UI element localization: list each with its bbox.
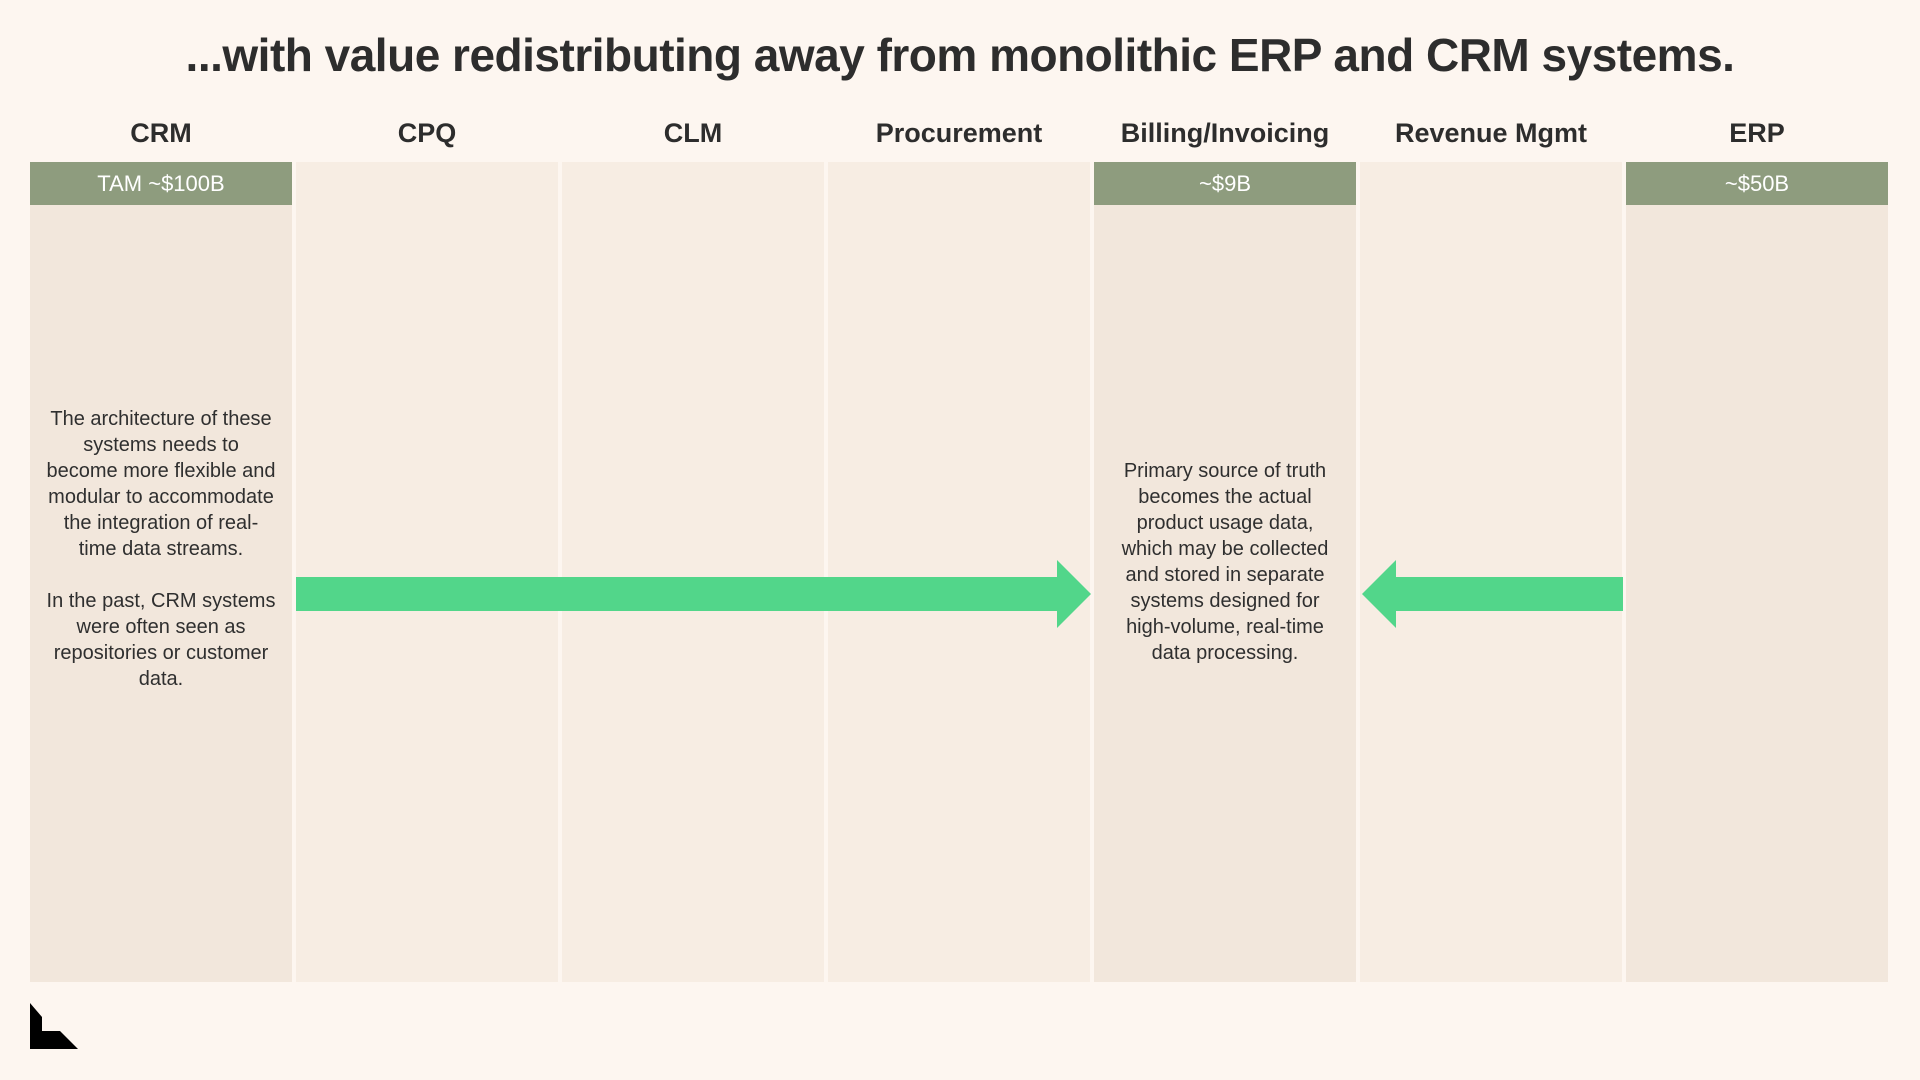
tam-badge-crm: TAM ~$100B bbox=[30, 162, 292, 205]
column-body-erp: ~$50B bbox=[1626, 162, 1888, 982]
brand-logo-icon bbox=[30, 1003, 78, 1049]
column-body-clm bbox=[562, 162, 824, 982]
slide-title: ...with value redistributing away from m… bbox=[185, 29, 1735, 81]
column-clm: CLM bbox=[562, 118, 824, 982]
column-body-billing: ~$9B Primary source of truth becomes the… bbox=[1094, 162, 1356, 982]
column-body-procurement bbox=[828, 162, 1090, 982]
columns-container: CRM TAM ~$100B The architecture of these… bbox=[30, 118, 1890, 982]
column-header-erp: ERP bbox=[1729, 118, 1785, 148]
column-revenue-mgmt: Revenue Mgmt bbox=[1360, 118, 1622, 982]
column-header-clm: CLM bbox=[663, 118, 723, 148]
column-billing: Billing/Invoicing ~$9B Primary source of… bbox=[1094, 118, 1356, 982]
column-header-cpq: CPQ bbox=[397, 118, 457, 148]
column-crm: CRM TAM ~$100B The architecture of these… bbox=[30, 118, 292, 982]
column-header-billing: Billing/Invoicing bbox=[1120, 118, 1330, 148]
column-procurement: Procurement bbox=[828, 118, 1090, 982]
column-header-revenue-mgmt: Revenue Mgmt bbox=[1394, 118, 1588, 148]
column-body-cpq bbox=[296, 162, 558, 982]
tam-badge-erp: ~$50B bbox=[1626, 162, 1888, 205]
tam-badge-billing: ~$9B bbox=[1094, 162, 1356, 205]
column-body-crm: TAM ~$100B The architecture of these sys… bbox=[30, 162, 292, 982]
column-body-revenue-mgmt bbox=[1360, 162, 1622, 982]
crm-note: The architecture of these systems needs … bbox=[46, 408, 276, 690]
column-cpq: CPQ bbox=[296, 118, 558, 982]
billing-note: Primary source of truth becomes the actu… bbox=[1121, 460, 1329, 664]
column-header-crm: CRM bbox=[130, 118, 192, 148]
column-erp: ERP ~$50B bbox=[1626, 118, 1888, 982]
column-header-procurement: Procurement bbox=[875, 118, 1043, 148]
